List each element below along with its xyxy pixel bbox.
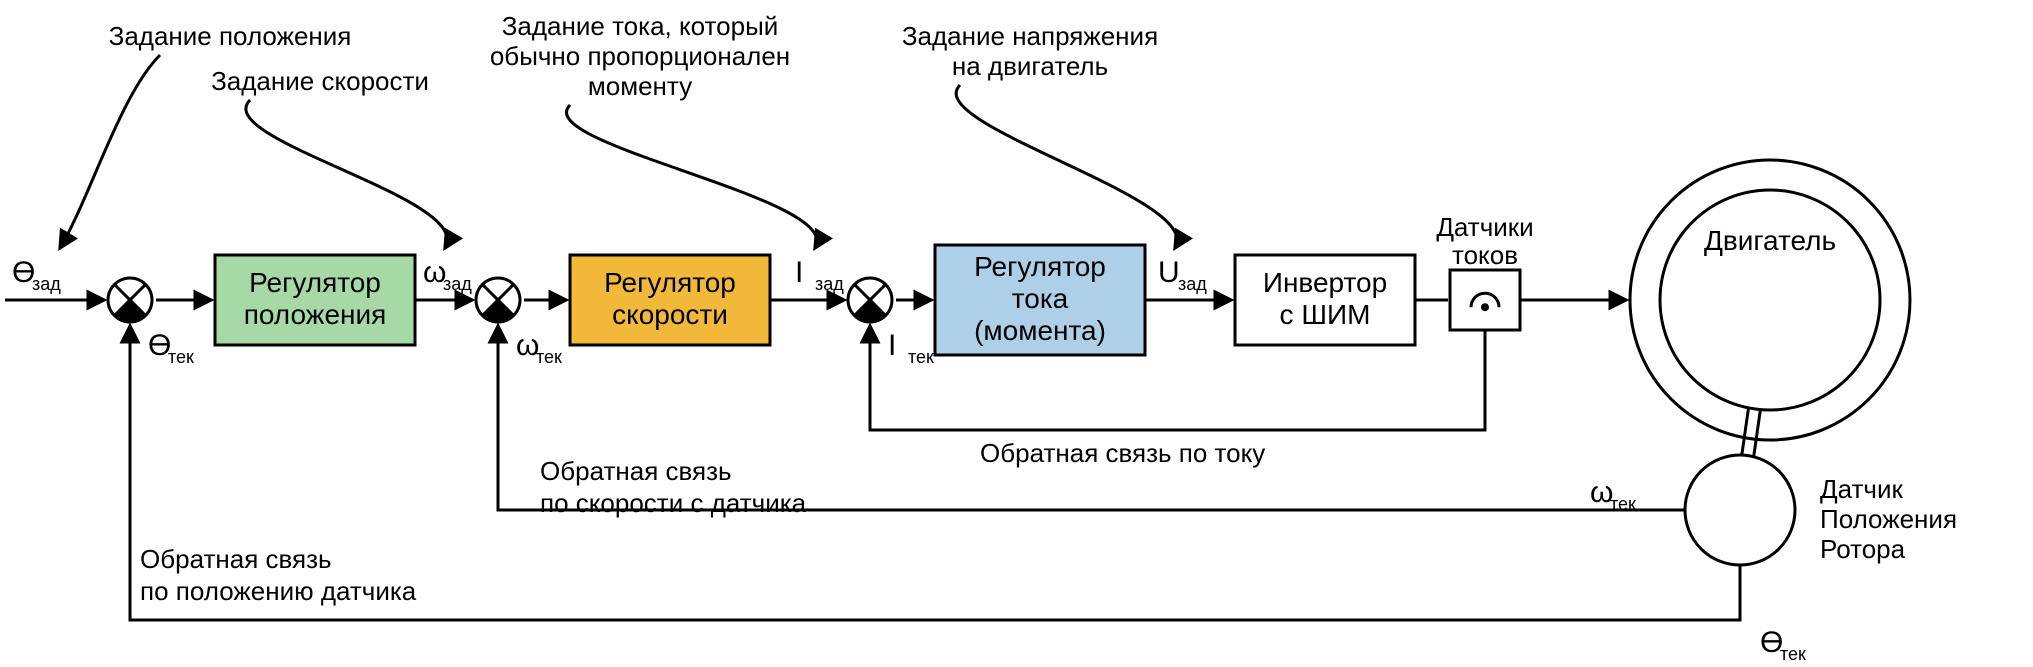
svg-text:зад: зад (32, 274, 61, 294)
label-i-tek-sum: Iтек (888, 329, 934, 367)
label-theta-tek-sensor: Өтек (1760, 626, 1806, 664)
svg-text:тек: тек (168, 347, 194, 367)
svg-text:Задание тока, который: Задание тока, который (502, 11, 779, 41)
svg-text:тек: тек (908, 347, 934, 367)
label-feedback-speed: Обратная связь (540, 456, 732, 486)
block-position-regulator: Регуляторположения (215, 255, 415, 345)
svg-text:на двигатель: на двигатель (952, 51, 1108, 81)
summing-junction-current (848, 278, 892, 322)
rotor-sensor-label: Датчик (1820, 474, 1903, 504)
callout-position-setpoint: Задание положения (60, 21, 351, 248)
svg-text:Ротора: Ротора (1820, 534, 1906, 564)
svg-text:с ШИМ: с ШИМ (1280, 299, 1371, 330)
label-omega-zad: ωзад (423, 256, 472, 294)
svg-text:I: I (888, 329, 896, 362)
svg-text:тек: тек (536, 347, 562, 367)
svg-text:(момента): (момента) (974, 315, 1106, 346)
label-i-zad: Iзад (795, 256, 844, 294)
callout-voltage-setpoint: Задание напряженияна двигатель (902, 21, 1177, 248)
svg-text:по положению датчика: по положению датчика (140, 576, 417, 606)
svg-text:зад: зад (815, 274, 844, 294)
svg-text:Инвертор: Инвертор (1263, 267, 1387, 298)
block-inverter: Инверторс ШИМ (1235, 255, 1415, 345)
svg-text:I: I (795, 256, 803, 289)
svg-text:Регулятор: Регулятор (604, 267, 736, 298)
label-feedback-position: Обратная связь (140, 544, 332, 574)
svg-text:зад: зад (443, 274, 472, 294)
callout-speed-setpoint: Задание скорости (211, 66, 447, 248)
current-sensor-label: Датчики (1436, 212, 1533, 242)
svg-text:Задание напряжения: Задание напряжения (902, 21, 1158, 51)
summing-junction-position (108, 278, 152, 322)
svg-text:тек: тек (1610, 494, 1636, 514)
label-theta-tek-sum: Өтек (148, 329, 194, 367)
svg-text:Двигатель: Двигатель (1704, 225, 1836, 256)
block-current-regulator: Регулятортока(момента) (935, 245, 1145, 355)
label-omega-tek-sensor: ωтек (1590, 476, 1636, 514)
label-u-zad: Uзад (1158, 256, 1207, 294)
label-theta-zad: Өзад (12, 256, 61, 294)
current-sensor-box (1450, 270, 1520, 330)
summing-junction-speed (476, 278, 520, 322)
svg-text:тока: тока (1012, 283, 1069, 314)
svg-text:токов: токов (1452, 240, 1518, 270)
svg-text:обычно пропорционален: обычно пропорционален (490, 41, 790, 71)
svg-text:зад: зад (1178, 274, 1207, 294)
label-feedback-current: Обратная связь по току (980, 438, 1265, 468)
svg-text:Положения: Положения (1820, 504, 1957, 534)
svg-text:моменту: моменту (588, 71, 692, 101)
svg-text:Задание положения: Задание положения (109, 21, 352, 51)
svg-text:по скорости с датчика: по скорости с датчика (540, 488, 807, 518)
label-omega-tek-sum: ωтек (516, 329, 562, 367)
svg-text:Регулятор: Регулятор (249, 267, 381, 298)
svg-text:U: U (1158, 256, 1180, 289)
svg-text:скорости: скорости (612, 299, 728, 330)
callout-current-setpoint: Задание тока, которыйобычно пропорционал… (490, 11, 817, 248)
svg-text:тек: тек (1780, 644, 1806, 664)
block-speed-regulator: Регуляторскорости (570, 255, 770, 345)
motor: Двигатель (1630, 160, 1910, 440)
svg-text:Задание скорости: Задание скорости (211, 66, 429, 96)
svg-text:Регулятор: Регулятор (974, 251, 1106, 282)
svg-text:положения: положения (244, 299, 387, 330)
